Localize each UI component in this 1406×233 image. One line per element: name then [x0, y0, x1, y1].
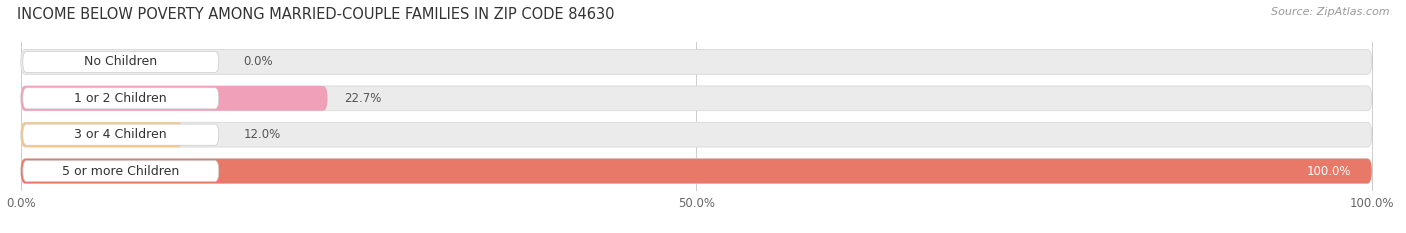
- FancyBboxPatch shape: [21, 50, 1372, 74]
- FancyBboxPatch shape: [21, 122, 1372, 147]
- Text: 12.0%: 12.0%: [243, 128, 281, 141]
- FancyBboxPatch shape: [22, 88, 219, 109]
- FancyBboxPatch shape: [22, 161, 219, 182]
- Text: 0.0%: 0.0%: [243, 55, 273, 69]
- Text: INCOME BELOW POVERTY AMONG MARRIED-COUPLE FAMILIES IN ZIP CODE 84630: INCOME BELOW POVERTY AMONG MARRIED-COUPL…: [17, 7, 614, 22]
- Text: Source: ZipAtlas.com: Source: ZipAtlas.com: [1271, 7, 1389, 17]
- Text: 100.0%: 100.0%: [1308, 164, 1351, 178]
- FancyBboxPatch shape: [21, 86, 328, 111]
- FancyBboxPatch shape: [22, 124, 219, 145]
- FancyBboxPatch shape: [21, 86, 1372, 111]
- FancyBboxPatch shape: [21, 159, 1372, 183]
- Text: 3 or 4 Children: 3 or 4 Children: [75, 128, 167, 141]
- FancyBboxPatch shape: [21, 159, 1372, 183]
- Text: 5 or more Children: 5 or more Children: [62, 164, 180, 178]
- Text: 1 or 2 Children: 1 or 2 Children: [75, 92, 167, 105]
- FancyBboxPatch shape: [22, 51, 219, 72]
- Text: 22.7%: 22.7%: [343, 92, 381, 105]
- Text: No Children: No Children: [84, 55, 157, 69]
- FancyBboxPatch shape: [21, 122, 183, 147]
